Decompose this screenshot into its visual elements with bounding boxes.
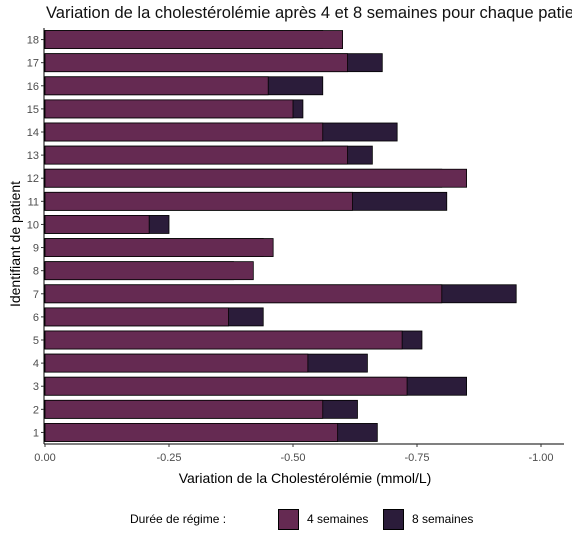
- y-tick-label-2: 2: [33, 404, 39, 416]
- series-4-semaines: [44, 30, 468, 442]
- x-tick-label-3: -0.75: [404, 452, 429, 464]
- bar-4-semaines-patient-12: [44, 168, 468, 188]
- bar-4-semaines-patient-13: [44, 145, 348, 165]
- legend-entry-4-semaines: 4 semaines: [278, 504, 368, 534]
- bar-4-semaines-patient-4: [44, 353, 309, 373]
- y-tick-label-17: 17: [27, 58, 39, 70]
- y-tick-label-16: 16: [27, 81, 39, 93]
- y-tick-label-5: 5: [33, 335, 39, 347]
- y-tick-label-3: 3: [33, 381, 39, 393]
- legend: Durée de régime : 4 semaines 8 semaines: [0, 504, 572, 534]
- bar-4-semaines-patient-10: [44, 215, 150, 234]
- y-tick-label-6: 6: [33, 312, 39, 324]
- x-tick-label-1: -0.25: [156, 452, 181, 464]
- y-tick-label-13: 13: [27, 150, 39, 162]
- legend-swatch-4-semaines: [278, 508, 299, 530]
- bar-4-semaines-patient-16: [44, 76, 269, 96]
- x-tick-label-0: 0.00: [34, 452, 55, 464]
- bar-4-semaines-patient-11: [44, 191, 353, 211]
- y-tick-label-1: 1: [33, 427, 39, 439]
- y-tick-label-15: 15: [27, 104, 39, 116]
- y-tick-label-14: 14: [27, 127, 39, 139]
- x-tick-label-2: -0.50: [280, 452, 305, 464]
- y-tick-label-12: 12: [27, 173, 39, 185]
- bar-4-semaines-patient-3: [44, 376, 408, 396]
- y-tick-label-8: 8: [33, 266, 39, 278]
- legend-title: Durée de régime :: [130, 504, 226, 534]
- bar-4-semaines-patient-5: [44, 330, 403, 350]
- bar-4-semaines-patient-7: [44, 284, 443, 304]
- legend-label-4-semaines: 4 semaines: [307, 512, 369, 526]
- legend-title-text: Durée de régime :: [130, 512, 227, 526]
- bar-4-semaines-patient-8: [44, 261, 254, 281]
- chart-title: Variation de la cholestérolémie après 4 …: [46, 4, 572, 22]
- legend-entry-8-semaines: 8 semaines: [383, 504, 473, 534]
- legend-label-8-semaines: 8 semaines: [412, 512, 474, 526]
- y-tick-label-7: 7: [33, 289, 39, 301]
- y-tick-label-9: 9: [33, 243, 39, 255]
- bar-4-semaines-patient-15: [44, 99, 294, 119]
- x-axis-label: Variation de la Cholestérolémie (mmol/L): [179, 470, 432, 486]
- legend-swatch-8-semaines: [383, 508, 404, 530]
- bar-4-semaines-patient-2: [44, 399, 324, 419]
- bar-4-semaines-patient-6: [44, 307, 229, 327]
- x-tick-label-4: -1.00: [528, 452, 553, 464]
- bar-4-semaines-patient-18: [44, 30, 344, 49]
- bar-4-semaines-patient-9: [44, 238, 274, 257]
- y-tick-label-4: 4: [33, 358, 39, 370]
- bar-4-semaines-patient-1: [44, 423, 339, 442]
- y-tick-label-11: 11: [28, 196, 39, 208]
- bar-4-semaines-patient-17: [44, 53, 348, 73]
- bar-4-semaines-patient-14: [44, 122, 324, 142]
- y-axis-label: Identifiant de patient: [7, 181, 23, 307]
- y-tick-label-18: 18: [27, 35, 39, 47]
- y-tick-label-10: 10: [27, 219, 39, 231]
